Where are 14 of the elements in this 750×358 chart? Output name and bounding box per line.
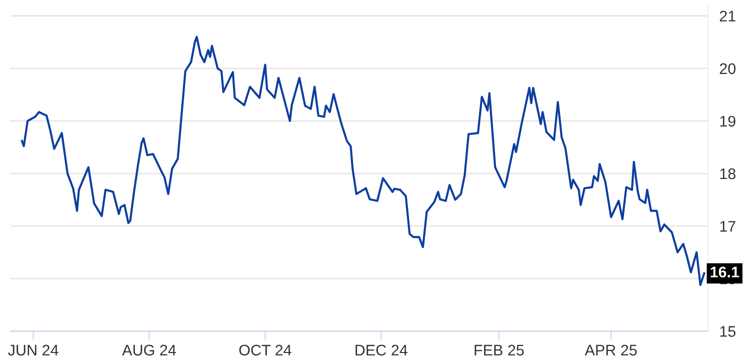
x-tick-label: OCT 24 [239, 344, 292, 356]
y-tick-label: 18 [720, 168, 736, 180]
x-tick-label: AUG 24 [122, 344, 176, 356]
x-tick-label: JUN 24 [8, 344, 58, 356]
x-tick-label: APR 25 [584, 344, 637, 356]
y-tick-label: 21 [720, 10, 736, 22]
annotation: 16.1 [710, 266, 740, 278]
y-tick-label: 17 [720, 221, 736, 232]
line-series [20, 36, 706, 286]
x-tick-label: FEB 25 [474, 344, 524, 356]
y-tick-label: 15 [720, 326, 736, 337]
y-tick-label: 19 [720, 116, 736, 127]
y-tick-label: 20 [720, 63, 736, 74]
x-tick-label: DEC 24 [356, 344, 408, 356]
